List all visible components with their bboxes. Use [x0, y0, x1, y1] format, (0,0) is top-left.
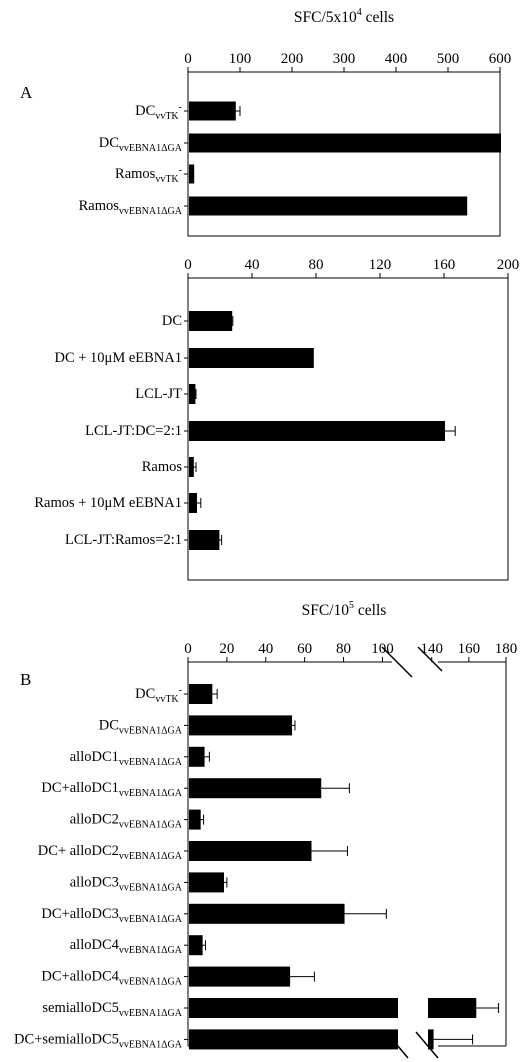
panel-b-tick-label: 80 — [336, 641, 351, 657]
panel-b-axis-break-top-1 — [381, 646, 413, 678]
panel-a2-tick-label: 80 — [309, 257, 324, 273]
panel-a-tick-label: 300 — [333, 51, 356, 67]
panel-a2-tick-label: 200 — [497, 257, 520, 273]
panel-b-bar — [189, 841, 312, 861]
panel-b-axis-break-top-2 — [417, 646, 443, 672]
panel-b-tick-label: 20 — [219, 641, 234, 657]
panel-b-category-label: DC+alloDC1vvEBNA1ΔGA — [41, 780, 182, 799]
panel-a2-bar — [189, 493, 197, 513]
panel-a2-tick-label: 0 — [184, 257, 192, 273]
chart-panel-b: SFC/105 cells B 0 20 40 60 80 100 140 160 180 DCvvT… — [14, 600, 518, 1059]
panel-a2-tick-label: 120 — [369, 257, 392, 273]
panel-a2-bar — [189, 457, 194, 477]
panel-a-tick-label: 600 — [489, 51, 512, 67]
panel-a-tick-label: 400 — [385, 51, 408, 67]
panel-b-category-label: alloDC3vvEBNA1ΔGA — [70, 874, 183, 893]
panel-b-category-label: DC+alloDC4vvEBNA1ΔGA — [41, 969, 182, 988]
panel-a2-category-label: DC — [162, 313, 182, 329]
panel-a-bar — [189, 196, 468, 216]
chart-panel-a: SFC/5x104 cells A 0 100 200 300 400 500 600 DCvvT… — [20, 7, 512, 237]
panel-b-category-label: DC+alloDC3vvEBNA1ΔGA — [41, 906, 182, 925]
panel-a-category-label: DCvvEBNA1ΔGA — [99, 135, 183, 154]
panel-a-bar — [189, 164, 195, 184]
panel-a2-bar — [189, 384, 196, 404]
chart-panel-a-lower: 0 40 80 120 160 200 DC DC + 10μM eEBNA1 LCL-JT LC… — [34, 257, 520, 581]
panel-a2-category-label: LCL-JT — [135, 386, 182, 402]
panel-a-category-label: DCvvTK- — [135, 102, 182, 122]
panel-b-axis-break-bottom-2 — [415, 1031, 439, 1059]
panel-a2-tick-label: 40 — [245, 257, 260, 273]
panel-b-category-label: DCvvEBNA1ΔGA — [99, 717, 183, 736]
panel-b-category-label: alloDC4vvEBNA1ΔGA — [70, 937, 183, 956]
panel-b-category-label: semialloDC5vvEBNA1ΔGA — [42, 1000, 182, 1019]
panel-b-tick-label: 100 — [371, 641, 394, 657]
panel-a2-category-label: LCL-JT:DC=2:1 — [85, 423, 182, 439]
panel-a2-category-label: DC + 10μM eEBNA1 — [54, 350, 182, 366]
panel-b-letter: B — [20, 670, 31, 689]
panel-b-bar-continued — [428, 1029, 434, 1050]
panel-b-bar — [189, 998, 398, 1018]
panel-b-axis-title: SFC/105 cells — [302, 600, 387, 619]
panel-a-axis-title: SFC/5x104 cells — [294, 7, 394, 26]
panel-b-bar — [189, 966, 291, 987]
panel-a2-bar — [189, 348, 314, 368]
panel-b-category-label: alloDC1vvEBNA1ΔGA — [70, 749, 183, 768]
panel-a-bar — [189, 101, 236, 121]
panel-b-tick-label: 140 — [420, 641, 443, 657]
panel-a-tick-label: 200 — [281, 51, 304, 67]
panel-b-tick-label: 40 — [258, 641, 273, 657]
panel-b-bar — [189, 715, 293, 736]
panel-b-bar — [189, 684, 213, 704]
panel-b-tick-label: 160 — [458, 641, 481, 657]
panel-a-category-label: RamosvvEBNA1ΔGA — [79, 198, 183, 217]
panel-a-tick-label: 100 — [229, 51, 252, 67]
panel-b-category-label: DC+semialloDC5vvEBNA1ΔGA — [14, 1031, 183, 1050]
panel-a2-category-label: LCL-JT:Ramos=2:1 — [65, 532, 182, 548]
panel-a2-bar — [189, 421, 445, 441]
panel-a2-category-label: Ramos — [142, 459, 183, 475]
panel-a2-bar — [189, 530, 220, 550]
panel-a2-plot-frame — [187, 277, 509, 581]
panel-b-bar — [189, 778, 322, 799]
panel-b-bar — [189, 935, 203, 956]
panel-b-bar — [189, 903, 345, 924]
panel-a2-tick-label: 160 — [433, 257, 456, 273]
panel-b-bar — [189, 1029, 398, 1050]
panel-b-tick-label: 0 — [184, 641, 192, 657]
panel-a2-bar — [189, 311, 233, 331]
panel-a2-category-label: Ramos + 10μM eEBNA1 — [34, 495, 182, 511]
panel-b-tick-label: 180 — [495, 641, 518, 657]
panel-b-category-label: alloDC2vvEBNA1ΔGA — [70, 812, 183, 831]
panel-a-tick-label: 500 — [437, 51, 460, 67]
panel-a-tick-label: 0 — [184, 51, 192, 67]
panel-b-category-label: DCvvTK- — [135, 685, 182, 705]
panel-b-bar — [189, 872, 224, 893]
panel-a-letter: A — [20, 83, 33, 102]
panel-b-tick-label: 60 — [297, 641, 312, 657]
panel-b-bar — [189, 809, 201, 830]
panel-a-bar — [189, 133, 501, 153]
panel-b-category-label: DC+ alloDC2vvEBNA1ΔGA — [38, 843, 183, 862]
panel-b-bar-continued — [428, 998, 477, 1018]
panel-a-category-label: RamosvvTK- — [115, 165, 182, 185]
panel-b-bar — [189, 746, 205, 767]
